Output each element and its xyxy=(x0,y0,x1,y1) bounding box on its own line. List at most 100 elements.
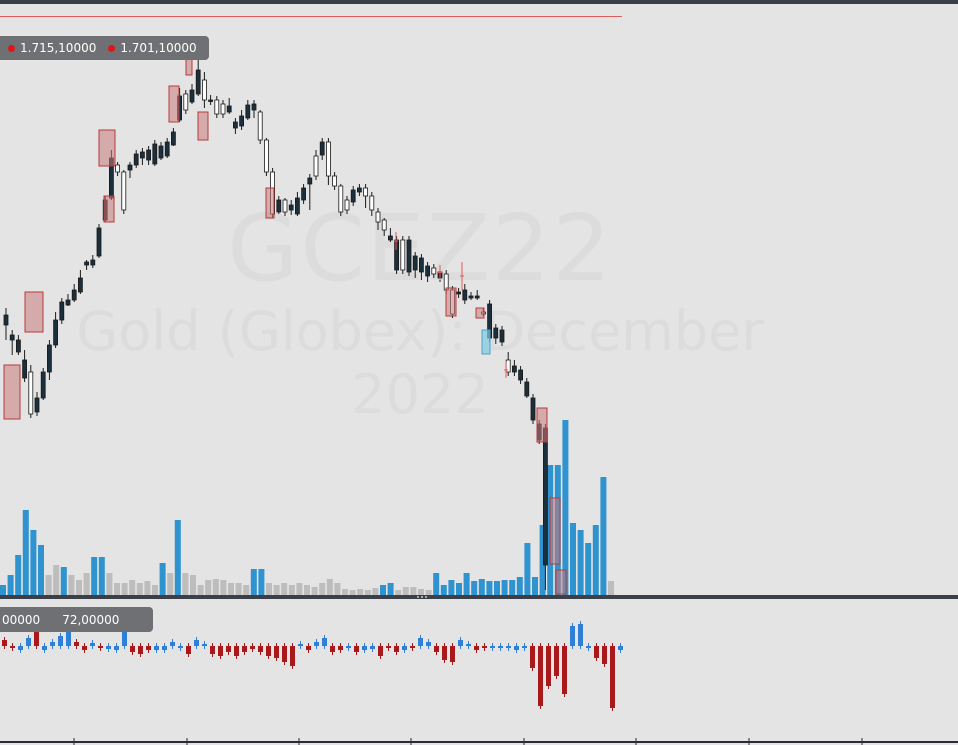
volume-bar xyxy=(387,583,394,595)
oscillator-bar xyxy=(410,643,415,651)
volume-bar xyxy=(53,565,60,595)
oscillator-bar xyxy=(146,643,151,653)
volume-bar xyxy=(342,589,348,595)
volume-bar xyxy=(250,569,257,595)
volume-bar xyxy=(471,581,478,595)
candle-body xyxy=(406,239,412,273)
volume-bar xyxy=(440,585,447,595)
volume-bar xyxy=(288,585,295,595)
candle-body xyxy=(524,381,530,397)
oscillator-body xyxy=(602,646,607,664)
candle xyxy=(22,350,28,382)
oscillator-body xyxy=(378,646,383,656)
oscillator-bar xyxy=(394,643,399,655)
candle xyxy=(127,162,133,178)
oscillator-bar xyxy=(242,643,247,655)
oscillator-body xyxy=(210,646,215,654)
signal-box xyxy=(103,195,115,223)
price-legend: 1.715,10000 1.701,10000 xyxy=(0,36,209,60)
oscillator-body xyxy=(82,646,87,650)
candle xyxy=(84,260,89,270)
volume-bar xyxy=(494,581,500,595)
volume-bar xyxy=(524,543,531,595)
candle-body xyxy=(84,261,89,266)
candle-body xyxy=(239,115,245,127)
signal-markers xyxy=(3,56,567,595)
signal-box xyxy=(168,85,180,123)
candle-body xyxy=(245,104,251,119)
candle xyxy=(183,90,189,114)
oscillator-bar xyxy=(114,643,119,653)
candle-body xyxy=(121,171,127,211)
candle-body xyxy=(356,187,362,193)
candle-body xyxy=(71,289,77,301)
oscillator-body xyxy=(402,646,407,650)
candle xyxy=(493,324,499,344)
oscillator-bar xyxy=(546,643,551,689)
oscillator-legend: 00000 72,00000 xyxy=(0,607,153,632)
volume-bar xyxy=(281,583,288,595)
volume-bar xyxy=(418,589,424,595)
volume-bar xyxy=(60,567,67,595)
oscillator-body xyxy=(178,646,183,648)
oscillator-bar xyxy=(130,643,135,655)
candle xyxy=(34,392,40,416)
oscillator-bar xyxy=(298,641,303,649)
volume-bar xyxy=(98,557,105,595)
candle-body xyxy=(47,344,52,373)
candle-body xyxy=(127,164,133,171)
oscillator-body xyxy=(10,646,15,648)
oscillator-bar xyxy=(162,643,167,653)
oscillator-body xyxy=(466,644,471,646)
oscillator-body xyxy=(266,646,271,656)
volume-bar xyxy=(212,579,219,595)
volume-bar xyxy=(357,589,364,595)
oscillator-bar xyxy=(290,643,295,669)
volume-bar xyxy=(372,588,379,595)
volume-bar xyxy=(190,575,196,595)
candle xyxy=(71,284,77,302)
candle-body xyxy=(9,334,15,341)
volume-bar xyxy=(478,579,485,595)
oscillator-body xyxy=(418,638,423,646)
oscillator-body xyxy=(498,646,503,648)
volume-bar xyxy=(228,583,234,595)
candle xyxy=(164,138,170,158)
candle xyxy=(530,394,536,424)
oscillator-bar xyxy=(434,643,439,655)
volume-bar xyxy=(304,585,310,595)
volume-bar xyxy=(266,583,272,595)
candle-body xyxy=(232,121,238,129)
window-top-border xyxy=(0,0,958,4)
candle-body xyxy=(183,93,189,111)
oscillator-body xyxy=(610,646,615,708)
candle xyxy=(375,208,381,230)
highlight-box xyxy=(481,329,491,355)
oscillator-bar xyxy=(498,643,503,651)
oscillator-body xyxy=(186,646,191,654)
candle xyxy=(282,198,288,216)
volume-bar xyxy=(463,573,470,595)
volume-bar xyxy=(395,590,402,595)
pane-resize-handle-icon[interactable] xyxy=(417,596,427,598)
volume-bar xyxy=(83,573,90,595)
pane-separator[interactable] xyxy=(0,595,958,599)
candle-body xyxy=(363,187,369,197)
candle xyxy=(363,184,369,208)
candle-body xyxy=(412,255,418,271)
oscillator-bar xyxy=(578,621,583,649)
oscillator-body xyxy=(346,646,351,648)
oscillator-body xyxy=(434,646,439,652)
candle xyxy=(431,264,437,278)
candle-body xyxy=(400,239,406,271)
volume-bar xyxy=(167,573,174,595)
signal-box xyxy=(3,364,21,420)
oscillator-bar xyxy=(138,643,143,657)
oscillator-bar xyxy=(274,643,279,661)
candle-body xyxy=(276,199,282,213)
oscillator-body xyxy=(314,642,319,646)
candle-body xyxy=(518,369,523,381)
candle-body xyxy=(350,189,356,203)
oscillator-body xyxy=(482,646,487,648)
